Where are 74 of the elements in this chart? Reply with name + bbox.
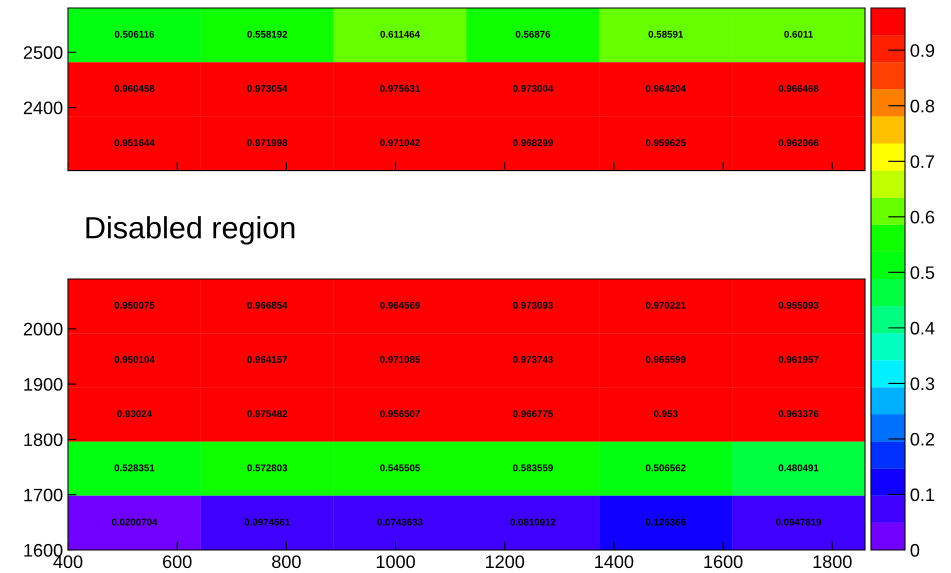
x-tick-label: 1400: [595, 555, 634, 568]
data-label: 0.558192: [247, 30, 288, 38]
data-label: 0.975482: [247, 410, 288, 418]
data-label: 0.975631: [380, 85, 420, 92]
data-label: 0.506116: [114, 30, 154, 38]
data-label: 0.973093: [513, 302, 553, 309]
data-label: 0.480491: [778, 464, 819, 472]
data-label: 0.0947819: [776, 518, 822, 526]
data-label: 0.126366: [646, 518, 686, 526]
color-bar-label: 0.5: [910, 266, 934, 280]
data-label: 0.956507: [380, 410, 420, 418]
data-label: 0.968299: [513, 139, 553, 146]
data-label: 0.973004: [513, 85, 554, 92]
y-tick-label: 1900: [24, 378, 62, 391]
x-tick-label: 1200: [486, 555, 524, 568]
data-label: 0.966468: [778, 85, 819, 92]
data-label: 0.611464: [380, 30, 420, 38]
data-label: 0.506562: [646, 464, 686, 472]
data-label: 0.951644: [114, 139, 155, 146]
y-tick-label: 1800: [24, 433, 62, 446]
data-label: 0.963376: [778, 410, 818, 418]
data-label: 0.965599: [646, 356, 686, 363]
data-label: 0.58591: [648, 30, 684, 38]
data-label: 0.959625: [646, 139, 686, 146]
y-tick-label: 1700: [24, 488, 62, 502]
data-label: 0.966854: [247, 302, 288, 309]
data-label: 0.966775: [513, 410, 553, 418]
data-label: 0.971085: [380, 356, 420, 363]
data-label: 0.0974561: [244, 518, 290, 526]
color-bar-label: 0.1: [910, 488, 934, 502]
data-label: 0.6011: [784, 30, 813, 38]
data-label: 0.960458: [114, 85, 154, 92]
data-label: 0.971998: [247, 139, 288, 146]
color-bar-label: 0.3: [910, 377, 934, 390]
data-label: 0.964157: [247, 356, 288, 363]
data-label: 0.955093: [778, 302, 818, 309]
color-bar-label: 0.4: [910, 322, 934, 335]
data-label: 0.964204: [646, 85, 686, 92]
data-label: 0.962066: [778, 139, 818, 146]
x-tick-label: 600: [163, 555, 192, 568]
y-tick-label: 1600: [24, 544, 62, 557]
text: Disabled region: [86, 216, 294, 245]
data-label: 0.572803: [247, 464, 288, 472]
data-label: 0.964569: [380, 302, 420, 309]
x-tick-label: 1000: [376, 555, 415, 568]
color-bar-label: 0: [910, 544, 920, 557]
y-tick-label: 2400: [24, 101, 62, 114]
data-label: 0.970221: [646, 302, 686, 309]
color-bar-label: 0.9: [910, 44, 934, 57]
data-label: 0.583559: [513, 464, 553, 472]
data-label: 0.950104: [114, 356, 155, 363]
x-tick-label: 1600: [704, 555, 742, 568]
color-bar-label: 0.2: [910, 432, 934, 446]
data-label: 0.973743: [513, 356, 553, 363]
data-label: 0.0743633: [377, 518, 423, 526]
data-label: 0.971042: [380, 139, 420, 146]
color-bar-label: 0.6: [910, 210, 934, 224]
data-label: 0.950075: [114, 302, 154, 309]
color-bar-label: 0.8: [910, 100, 934, 112]
data-label: 0.528351: [114, 464, 154, 472]
x-tick-label: 400: [53, 555, 82, 568]
y-tick-label: 2500: [24, 46, 62, 59]
data-label: 0.0810912: [510, 518, 556, 526]
data-label: 0.973054: [247, 85, 288, 92]
data-label: 0.953: [654, 410, 678, 418]
x-tick-label: 800: [272, 555, 301, 568]
data-label: 0.961957: [778, 356, 818, 363]
data-label: 0.93024: [117, 410, 152, 418]
data-label: 0.545505: [380, 464, 420, 472]
data-label: 0.0200704: [112, 518, 158, 526]
x-tick-label: 1800: [814, 555, 852, 568]
data-label: 0.56876: [516, 30, 550, 38]
y-tick-label: 2000: [24, 322, 62, 336]
color-bar-label: 0.7: [910, 155, 934, 168]
